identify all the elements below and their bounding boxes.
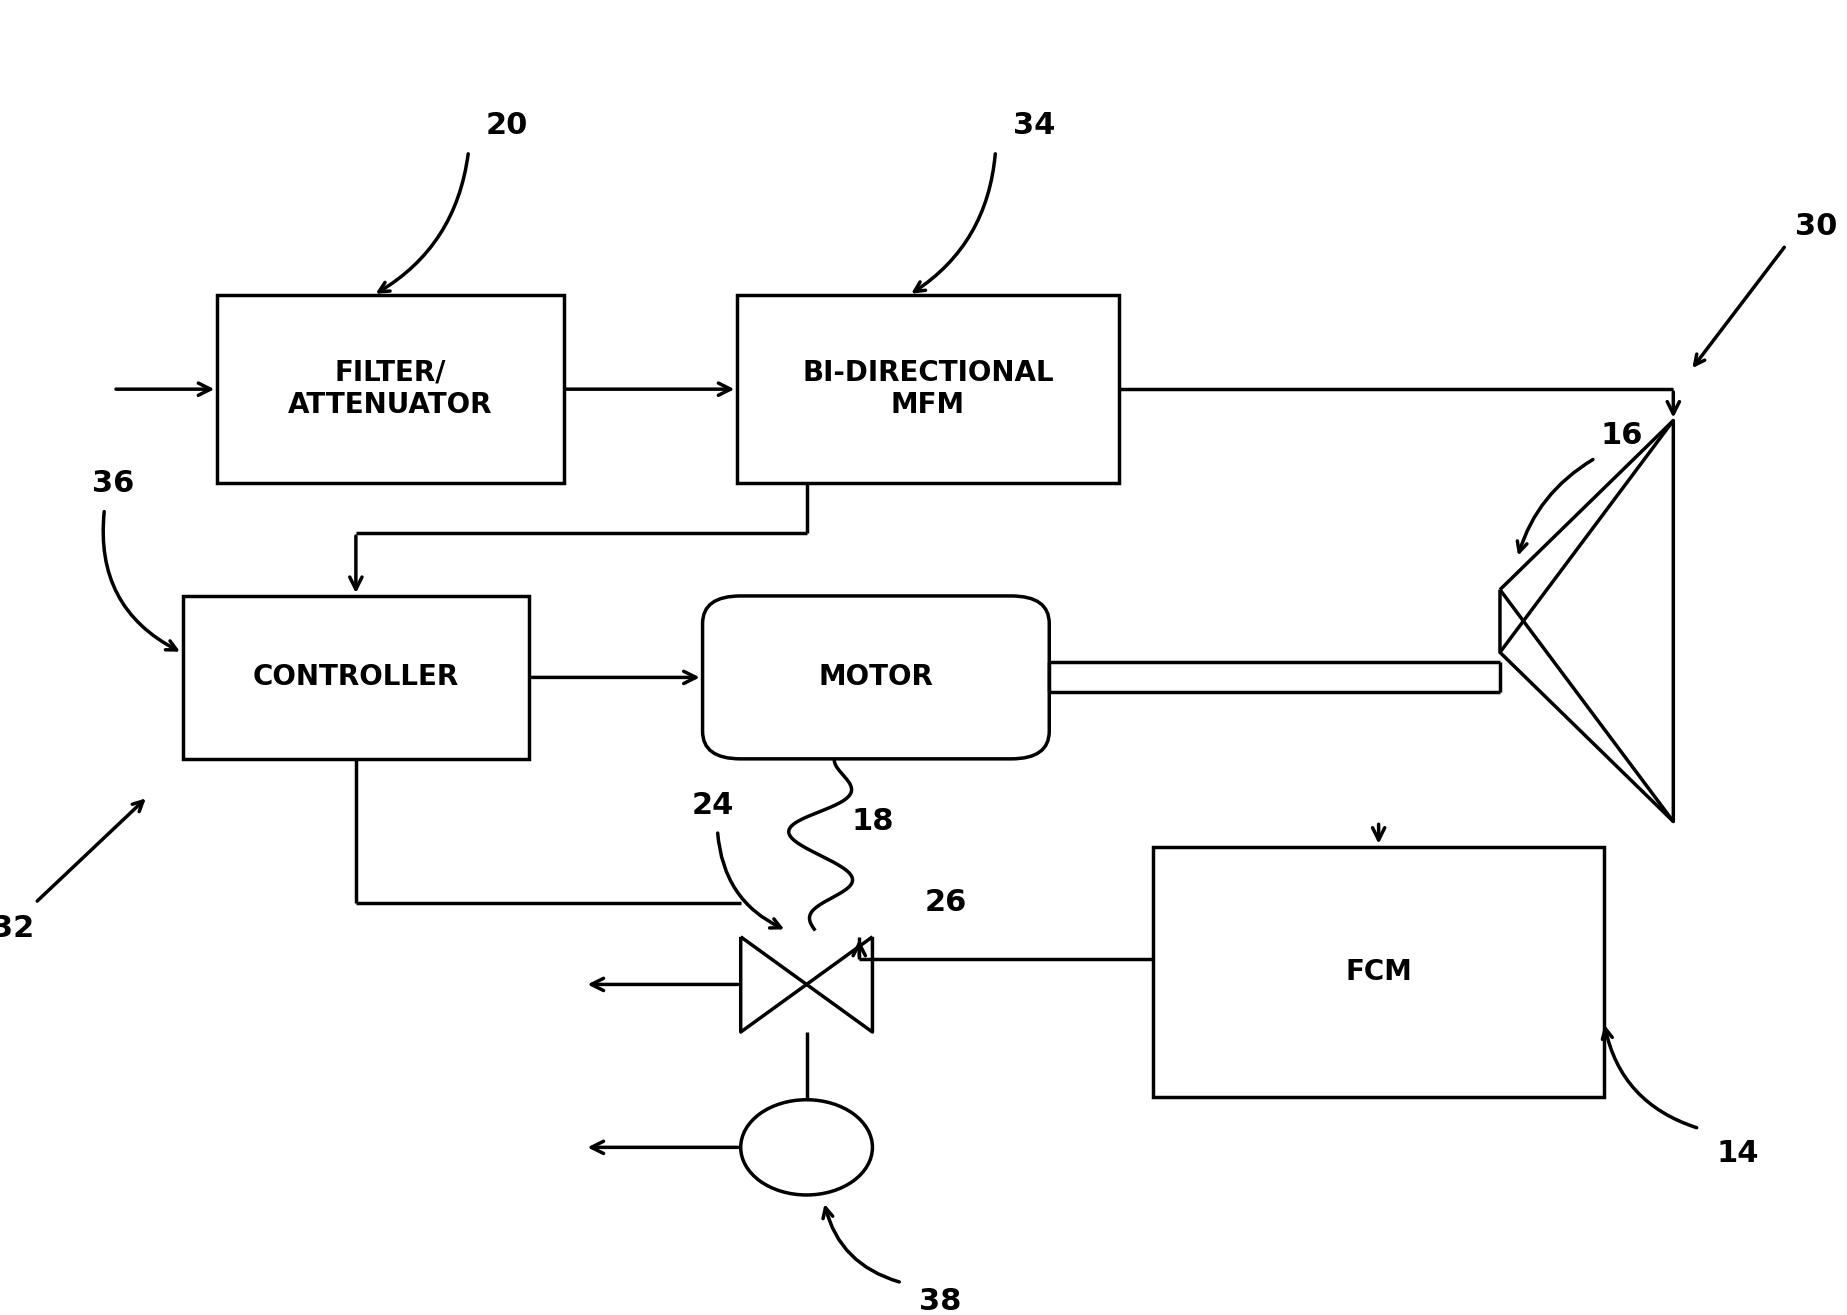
Text: 16: 16 xyxy=(1601,421,1644,450)
Text: 24: 24 xyxy=(691,790,733,819)
Text: 32: 32 xyxy=(0,914,33,943)
Text: 30: 30 xyxy=(1795,212,1838,241)
Text: 36: 36 xyxy=(92,469,135,498)
Bar xyxy=(1153,847,1603,1097)
Text: 18: 18 xyxy=(851,807,894,836)
Text: 26: 26 xyxy=(925,889,966,918)
Text: 14: 14 xyxy=(1716,1139,1758,1168)
Text: 34: 34 xyxy=(1012,112,1055,141)
Text: 20: 20 xyxy=(486,112,528,141)
Text: 38: 38 xyxy=(920,1287,962,1315)
Text: MOTOR: MOTOR xyxy=(818,663,933,692)
Bar xyxy=(218,295,563,483)
Bar xyxy=(737,295,1119,483)
Text: FILTER/
ATTENUATOR: FILTER/ ATTENUATOR xyxy=(288,359,493,419)
Text: CONTROLLER: CONTROLLER xyxy=(253,663,460,692)
Text: BI-DIRECTIONAL
MFM: BI-DIRECTIONAL MFM xyxy=(802,359,1055,419)
Bar xyxy=(183,596,530,759)
Text: FCM: FCM xyxy=(1345,957,1413,986)
